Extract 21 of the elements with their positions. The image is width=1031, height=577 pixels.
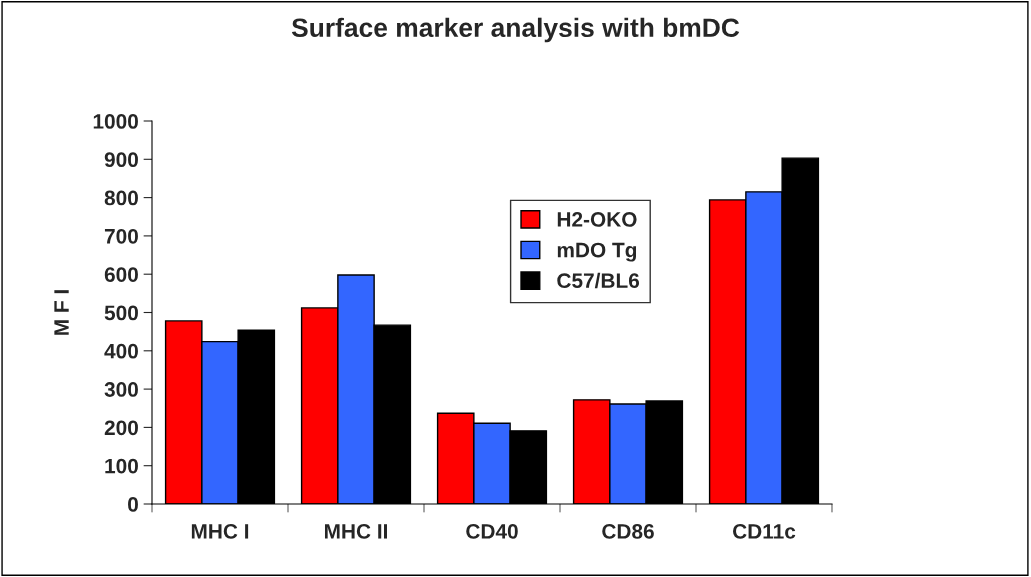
y-tick-label: 500 xyxy=(104,305,138,321)
y-tick-label: 200 xyxy=(104,420,138,436)
y-tick-label: 800 xyxy=(104,190,138,206)
legend-label: mDO Tg xyxy=(557,242,637,262)
y-tick-label: 100 xyxy=(105,458,138,474)
y-tick-label: 400 xyxy=(104,343,138,359)
y-tick-label: 300 xyxy=(104,382,138,397)
x-tick-label: CD11c xyxy=(733,523,796,539)
y-axis-title: M F I xyxy=(54,290,69,335)
x-tick-label: CD86 xyxy=(602,523,654,539)
chart-title: Surface marker analysis with bmDC xyxy=(291,17,740,43)
y-tick-label: 700 xyxy=(104,228,138,244)
legend-label: C57/BL6 xyxy=(557,272,640,289)
y-tick-label: 900 xyxy=(104,152,138,168)
y-tick-label: 600 xyxy=(104,267,138,282)
y-tick-label: 1000 xyxy=(93,114,138,129)
x-tick-label: MHC II xyxy=(324,523,388,539)
x-tick-label: CD40 xyxy=(466,523,518,539)
y-tick-label: 0 xyxy=(128,497,138,512)
legend-label: H2-OKO xyxy=(557,212,637,227)
x-tick-label: MHC I xyxy=(191,523,249,539)
